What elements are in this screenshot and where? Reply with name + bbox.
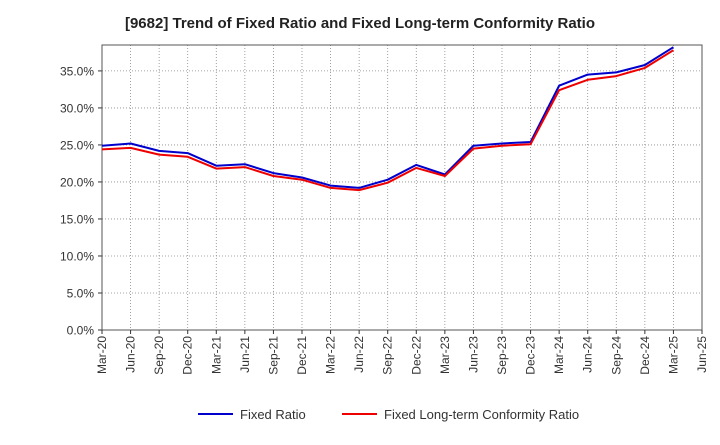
x-tick-label: Jun-20 bbox=[124, 336, 138, 373]
x-tick-label: Dec-21 bbox=[295, 336, 309, 375]
x-tick-label: Jun-25 bbox=[695, 336, 709, 373]
x-tick-label: Sep-20 bbox=[152, 336, 166, 375]
x-tick-label: Dec-23 bbox=[524, 336, 538, 375]
x-tick-label: Sep-23 bbox=[495, 336, 509, 375]
legend-fixed-long-term-conformity-ratio-label: Fixed Long-term Conformity Ratio bbox=[384, 407, 579, 422]
series-line-fixed-ratio bbox=[101, 46, 674, 189]
y-tick-label: 25.0% bbox=[60, 138, 94, 152]
x-tick-label: Sep-21 bbox=[266, 336, 280, 375]
x-tick-label: Sep-24 bbox=[609, 336, 623, 375]
y-tick-label: 20.0% bbox=[60, 175, 94, 189]
y-tick-label: 5.0% bbox=[67, 286, 95, 300]
y-tick-label: 10.0% bbox=[60, 249, 94, 263]
plot-area-border bbox=[101, 44, 703, 331]
y-tick-label: 35.0% bbox=[60, 64, 94, 78]
y-tick-label: 15.0% bbox=[60, 212, 94, 226]
x-tick-label: Sep-22 bbox=[381, 336, 395, 375]
chart-title: [9682] Trend of Fixed Ratio and Fixed Lo… bbox=[124, 15, 596, 32]
legend-fixed-ratio-label: Fixed Ratio bbox=[240, 407, 306, 422]
x-tick-label: Mar-22 bbox=[324, 336, 338, 374]
x-tick-label: Jun-22 bbox=[352, 336, 366, 373]
x-tick-label: Jun-24 bbox=[581, 336, 595, 373]
x-tick-label: Dec-22 bbox=[409, 336, 423, 375]
x-tick-label: Mar-23 bbox=[438, 336, 452, 374]
y-tick-label: 30.0% bbox=[60, 101, 94, 115]
x-tick-label: Dec-24 bbox=[638, 336, 652, 375]
x-tick-label: Mar-21 bbox=[209, 336, 223, 374]
x-tick-label: Mar-24 bbox=[552, 336, 566, 374]
x-tick-label: Mar-25 bbox=[666, 336, 680, 374]
x-tick-label: Jun-23 bbox=[466, 336, 480, 373]
y-tick-label: 0.0% bbox=[67, 324, 95, 338]
x-tick-label: Jun-21 bbox=[238, 336, 252, 373]
series-line-fixed-long-term-conformity-ratio bbox=[101, 49, 674, 192]
x-tick-label: Mar-20 bbox=[95, 336, 109, 374]
x-tick-label: Dec-20 bbox=[181, 336, 195, 375]
